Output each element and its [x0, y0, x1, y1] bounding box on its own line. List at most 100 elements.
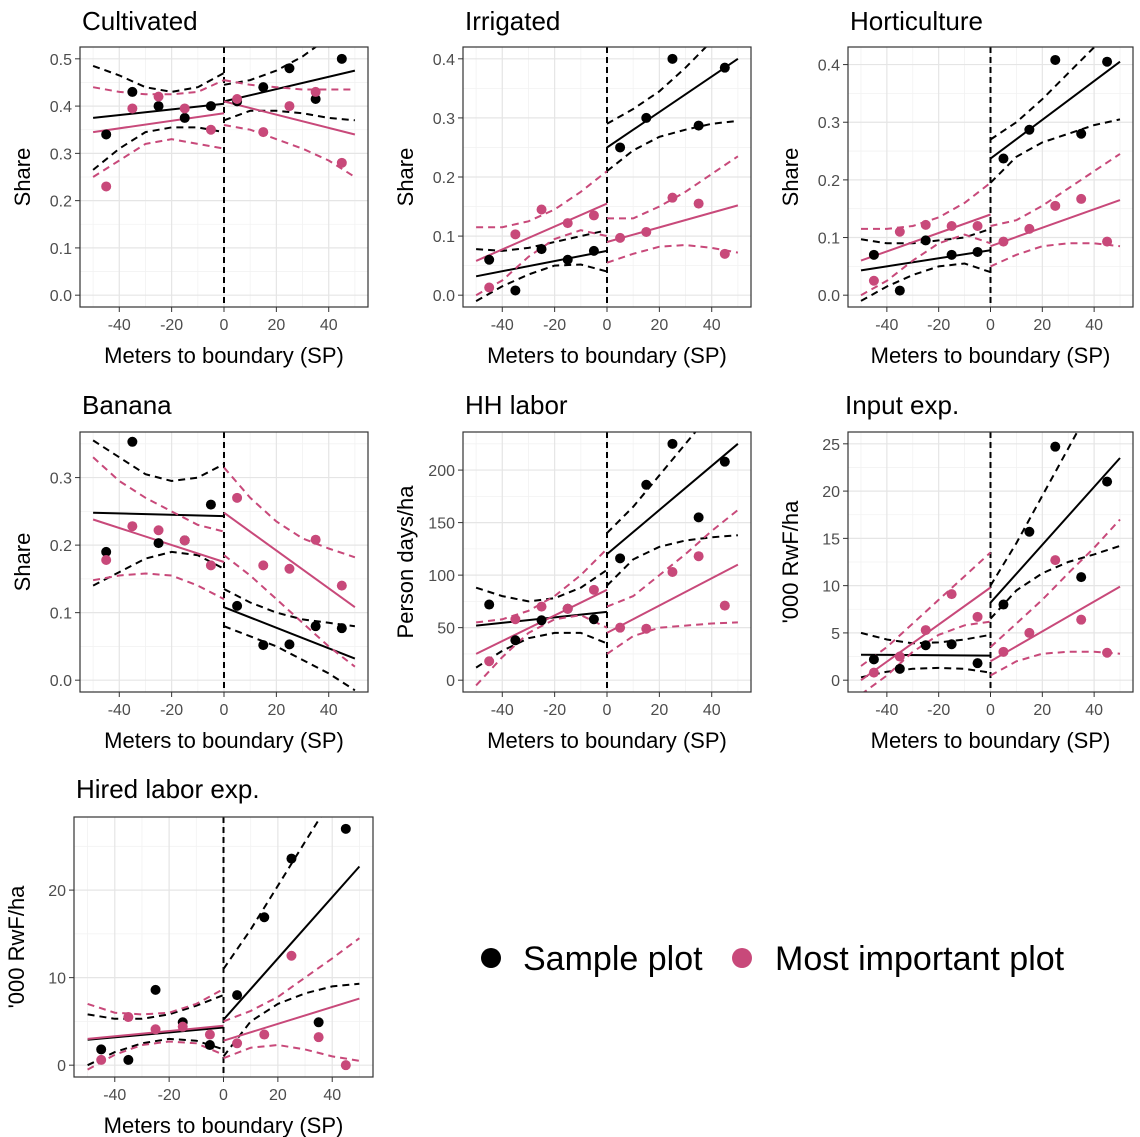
confidence-band-ci-left-upper [92, 64, 225, 93]
panel-title: Horticulture [850, 6, 983, 36]
legend-swatch-important [732, 948, 752, 968]
data-point [510, 285, 521, 296]
y-tick-label: 0.2 [50, 194, 72, 211]
data-point [127, 521, 138, 532]
y-tick-label: 0.3 [50, 146, 72, 163]
data-point [510, 229, 521, 240]
panel-5: -40 -20 0 20 40 0 5 10 15 20 25 Input exp. Meters to… [778, 390, 1134, 753]
x-tick-label: -40 [491, 702, 514, 719]
confidence-band-ci-left-lower [87, 1040, 224, 1071]
x-tick-label: 40 [323, 1087, 341, 1104]
y-tick-label: 5 [831, 626, 840, 643]
y-axis-label: Share [778, 148, 803, 207]
panel-title: Banana [82, 390, 172, 420]
data-point [205, 124, 216, 135]
data-point [101, 554, 112, 565]
data-point [284, 563, 295, 574]
x-tick-label: 40 [320, 702, 338, 719]
fit-line-left [475, 249, 608, 278]
x-tick-label: -40 [875, 702, 898, 719]
data-point [868, 667, 879, 678]
data-point [868, 249, 879, 260]
y-tick-label: 0 [446, 673, 455, 690]
y-tick-label: 200 [428, 463, 455, 480]
data-point [310, 534, 321, 545]
data-point [1076, 128, 1087, 139]
data-point [336, 157, 347, 168]
fit-line-right [990, 585, 1121, 663]
data-point [340, 1060, 351, 1071]
x-tick-label: 0 [220, 702, 229, 719]
data-point [286, 853, 297, 864]
confidence-band-ci-right-upper [606, 47, 708, 125]
data-point [998, 599, 1009, 610]
data-point [127, 86, 138, 97]
fit-line-right [990, 199, 1121, 248]
data-point [1024, 526, 1035, 537]
x-tick-label: -20 [927, 702, 950, 719]
x-axis-label: Meters to boundary (SP) [487, 343, 727, 368]
data-point [1102, 476, 1113, 487]
data-point [284, 101, 295, 112]
data-point [313, 1017, 324, 1028]
data-point [693, 198, 704, 209]
data-point [205, 499, 216, 510]
data-point [1050, 200, 1061, 211]
data-point [894, 285, 905, 296]
confidence-band-ci-left-lower [92, 126, 225, 171]
data-point [484, 656, 495, 667]
data-point [894, 663, 905, 674]
data-point [920, 219, 931, 230]
data-point [536, 204, 547, 215]
data-point [336, 580, 347, 591]
legend: Sample plot Most important plot [481, 940, 1065, 978]
fit-line-right [606, 563, 739, 634]
data-point [641, 479, 652, 490]
confidence-band-ci-right-lower [223, 625, 356, 692]
x-axis-label: Meters to boundary (SP) [871, 728, 1111, 753]
confidence-band-ci-left-lower [475, 263, 608, 302]
data-point [946, 221, 957, 232]
data-point [150, 1024, 161, 1035]
data-point [693, 551, 704, 562]
y-tick-label: 100 [428, 568, 455, 585]
confidence-band-ci-right-upper [223, 466, 356, 559]
x-tick-label: 0 [219, 1087, 228, 1104]
data-point [258, 127, 269, 138]
x-tick-label: 40 [1085, 317, 1103, 334]
data-point [1050, 555, 1061, 566]
x-tick-label: -20 [160, 702, 183, 719]
confidence-band-ci-left-upper [92, 456, 225, 533]
data-point [868, 275, 879, 286]
confidence-band-ci-right-lower [223, 554, 356, 668]
confidence-band-ci-left-lower [92, 550, 225, 587]
data-point [719, 600, 730, 611]
fit-line-right [223, 511, 356, 609]
x-tick-label: 40 [703, 702, 721, 719]
y-tick-label: 0.0 [50, 288, 72, 305]
panel-0: -40 -20 0 20 40 0.0 0.1 0.2 0.3 0.4 0.5 Cultivated M… [10, 6, 369, 368]
data-point [998, 153, 1009, 164]
x-tick-label: 20 [1033, 317, 1051, 334]
x-axis-label: Meters to boundary (SP) [871, 343, 1111, 368]
data-point [484, 254, 495, 265]
data-point [1076, 614, 1087, 625]
y-tick-label: 0.0 [818, 288, 840, 305]
x-tick-label: 20 [650, 317, 668, 334]
confidence-band-ci-right-lower [223, 1043, 360, 1062]
confidence-band-ci-right-upper [223, 588, 356, 628]
x-tick-label: 40 [320, 317, 338, 334]
y-axis-label: Person days/ha [393, 485, 418, 639]
data-point [998, 236, 1009, 247]
confidence-band-ci-right-upper [223, 79, 355, 91]
panel-title: Cultivated [82, 6, 198, 36]
y-tick-label: 0.5 [50, 52, 72, 69]
confidence-band-ci-right-upper [989, 432, 1079, 587]
confidence-band-ci-left-upper [860, 551, 992, 667]
y-tick-label: 10 [822, 579, 840, 596]
fit-line-right [606, 57, 739, 149]
data-point [232, 94, 243, 104]
fit-line-right [606, 443, 739, 555]
confidence-band-ci-right-upper [989, 518, 1121, 648]
x-tick-label: 40 [703, 317, 721, 334]
